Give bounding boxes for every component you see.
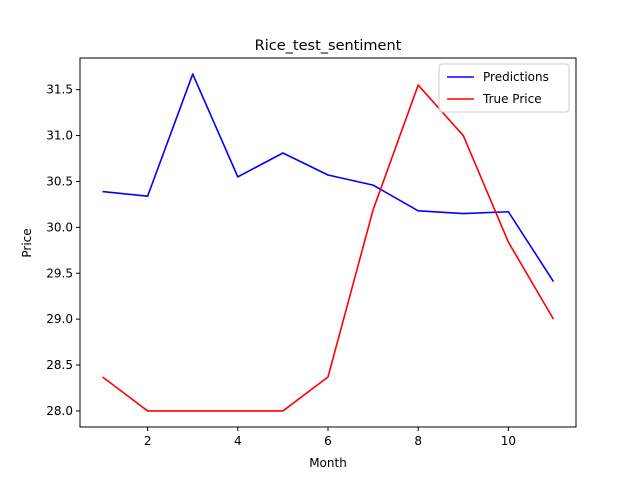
- y-tick-label-3: 29.5: [46, 266, 73, 280]
- x-tick-label-1: 4: [234, 434, 242, 448]
- x-tick-label-2: 6: [324, 434, 332, 448]
- x-tick-label-4: 10: [501, 434, 516, 448]
- series-line-1: [102, 84, 555, 412]
- y-tick-label-6: 31.0: [46, 129, 73, 143]
- y-tick-label-2: 29.0: [46, 312, 73, 326]
- y-tick-label-5: 30.5: [46, 174, 73, 188]
- y-tick-label-0: 28.0: [46, 404, 73, 418]
- axes-frame: [79, 57, 577, 428]
- x-tick-label-0: 2: [144, 434, 152, 448]
- legend-label-0: Predictions: [483, 70, 549, 84]
- axes: 2 4 6 8 10 28.0 28.5 29.0 29.5 30.0 30.5 31.0 31.5: [46, 57, 577, 448]
- y-tick-label-1: 28.5: [46, 358, 73, 372]
- chart-title: Rice_test_sentiment: [255, 38, 402, 54]
- legend: Predictions True Price: [438, 63, 570, 113]
- x-axis-label: Month: [309, 456, 347, 470]
- y-tick-label-7: 31.5: [46, 83, 73, 97]
- legend-box: [438, 63, 570, 113]
- x-tick-label-3: 8: [414, 434, 422, 448]
- plot-area: [102, 73, 555, 412]
- legend-label-1: True Price: [482, 92, 542, 106]
- series-line-0: [102, 73, 555, 282]
- y-axis-label: Price: [20, 228, 34, 257]
- y-tick-label-4: 30.0: [46, 220, 73, 234]
